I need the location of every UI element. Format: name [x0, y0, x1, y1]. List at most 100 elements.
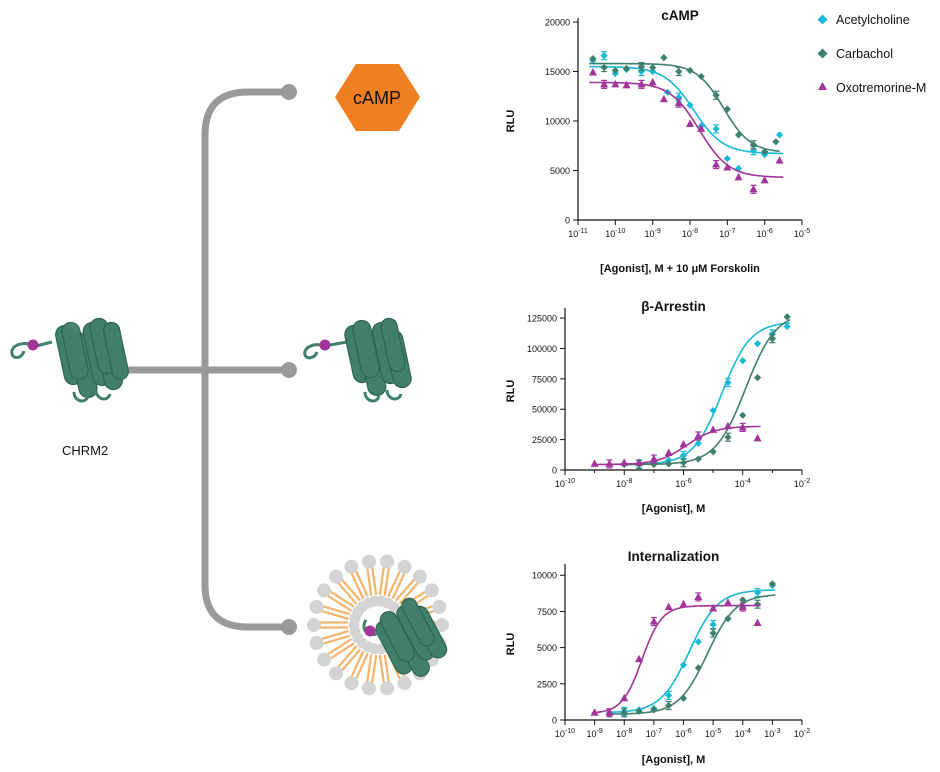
chart-title: cAMP [661, 8, 699, 23]
data-point [712, 91, 720, 99]
lipid-head [424, 583, 439, 598]
helix [380, 317, 406, 373]
lipid-head [380, 681, 395, 696]
fit-curve [589, 62, 780, 153]
x-tick-label: 10-2 [794, 728, 810, 739]
data-point [635, 458, 644, 466]
hexagon-shape [335, 64, 420, 131]
fit-curve [606, 594, 776, 715]
data-point [650, 706, 658, 714]
data-point [753, 340, 762, 348]
arrestin-chart: 0 25000 50000 75000 100000 125000 10-10 10-8 10-… [505, 299, 810, 515]
x-tick-label: 10-10 [555, 478, 575, 489]
data-point [679, 451, 688, 460]
lipid-tail [321, 610, 349, 621]
lipid-tail [341, 578, 362, 602]
lipid-head [329, 569, 344, 584]
data-point [679, 439, 688, 448]
pathway-diagram: CHRM2 cAMP [10, 64, 449, 696]
x-tick-label: 10-11 [568, 228, 588, 239]
data-point [753, 618, 762, 627]
lipid-head [397, 676, 412, 691]
fit-curve [606, 589, 776, 714]
camp-badge: cAMP [335, 64, 420, 131]
x-tick-label: 10-5 [705, 728, 721, 739]
data-point [665, 456, 673, 464]
legend: Acetylcholine Carbachol Oxotremorine-M [817, 13, 926, 95]
lipid-head [309, 636, 324, 651]
legend-label: Acetylcholine [836, 13, 910, 27]
data-point [665, 691, 673, 699]
data-point [665, 460, 673, 468]
series-carbachol [605, 580, 776, 718]
x-tick-label: 10-8 [682, 228, 698, 239]
data-point [724, 615, 732, 623]
lipid-tail [322, 634, 351, 645]
lipid-head [380, 554, 395, 569]
y-tick-label: 125000 [527, 314, 557, 324]
data-point [600, 52, 608, 60]
data-point [605, 459, 614, 467]
x-tick-label: 10-3 [764, 728, 780, 739]
data-point [635, 654, 644, 663]
lipid-head [307, 618, 321, 632]
data-point [649, 63, 657, 72]
series-oxotremorine-m [590, 592, 762, 718]
helix [103, 321, 129, 381]
data-point [768, 580, 776, 588]
data-point [724, 433, 732, 441]
connector-to-camp [201, 88, 290, 374]
x-tick-label: 10-9 [645, 228, 661, 239]
data-point [686, 66, 694, 75]
helix [401, 597, 435, 647]
receptor-label: CHRM2 [62, 443, 108, 458]
data-point [753, 589, 762, 597]
data-point [694, 431, 703, 439]
lipid-tail [337, 582, 358, 605]
lipid-head [329, 666, 344, 681]
helix [352, 319, 380, 379]
data-point [749, 141, 758, 149]
lipid-tail [350, 572, 365, 600]
y-tick-label: 0 [565, 216, 570, 226]
fit-curve [589, 65, 784, 155]
lipid-head [397, 559, 412, 574]
y-tick-label: 75000 [532, 374, 557, 384]
data-point [739, 357, 747, 365]
data-point [739, 411, 747, 419]
helix [61, 321, 89, 381]
data-point [664, 448, 673, 456]
receptor-icon [10, 317, 129, 403]
lipid-tail [383, 567, 390, 596]
x-axis-label: [Agonist], M [642, 754, 706, 766]
x-tick-label: 10-6 [757, 228, 773, 239]
data-point [712, 160, 721, 168]
lipid-tail [327, 638, 353, 656]
data-point [753, 433, 762, 442]
lipid-tail [391, 572, 406, 600]
data-point [723, 155, 731, 163]
data-point [723, 421, 732, 430]
fit-curve [621, 318, 791, 466]
data-point [697, 72, 705, 81]
connector-to-internalization [201, 366, 290, 631]
legend-item: Carbachol [817, 47, 893, 61]
receptor-tail [329, 340, 348, 347]
data-point [724, 378, 732, 387]
y-axis-label: RLU [505, 633, 517, 656]
data-point [588, 67, 597, 76]
lipid-head [309, 599, 324, 614]
data-point [679, 661, 688, 669]
lipid-tail [371, 654, 378, 683]
connector-end-dot [281, 84, 297, 100]
y-axis-label: RLU [505, 110, 517, 133]
data-point [622, 80, 631, 89]
x-axis-label: [Agonist], M [642, 503, 706, 515]
ligand-dot [364, 625, 376, 637]
data-point [590, 459, 599, 467]
data-point [694, 439, 702, 447]
lipid-tail [378, 654, 385, 683]
data-point [600, 79, 609, 88]
data-point [734, 172, 743, 181]
